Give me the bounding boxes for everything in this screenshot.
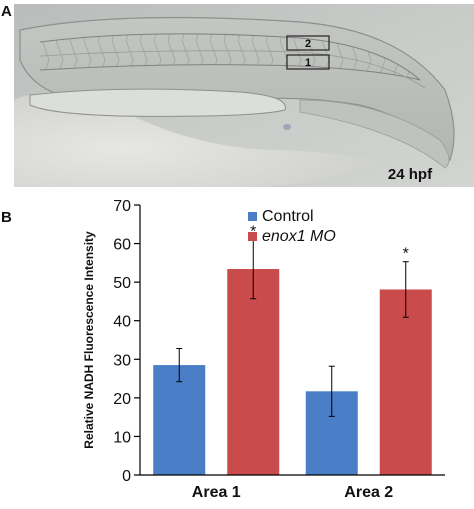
area-1-box-label: 1 bbox=[305, 57, 311, 69]
area-2-box-label: 2 bbox=[305, 38, 311, 50]
yolk-extension bbox=[29, 88, 286, 117]
significance-marker: * bbox=[250, 223, 256, 240]
mid-line bbox=[39, 50, 426, 89]
somites bbox=[40, 33, 420, 80]
x-axis: Area 1 Area 2 bbox=[140, 474, 445, 501]
zebrafish-micrograph: 2 1 A 24 hpf bbox=[1, 3, 474, 187]
bar-chart: B Relative NADH Fluorescence Intensity 0… bbox=[1, 198, 445, 501]
area-1-box bbox=[286, 54, 330, 70]
legend-swatch bbox=[248, 212, 257, 221]
legend: Control enox1 MO bbox=[248, 208, 336, 245]
y-axis: 0 10 20 30 40 50 60 70 bbox=[113, 198, 141, 485]
area-2-box bbox=[286, 35, 330, 51]
tail-fin bbox=[299, 99, 450, 169]
bar bbox=[379, 289, 432, 475]
legend-label: enox1 MO bbox=[262, 228, 336, 245]
spot bbox=[283, 124, 291, 130]
y-tick-label: 20 bbox=[113, 391, 131, 408]
notochord-line bbox=[39, 64, 421, 81]
bar bbox=[227, 269, 280, 475]
y-tick-label: 60 bbox=[113, 237, 131, 254]
bars: ** bbox=[153, 223, 432, 475]
panel-b: B Relative NADH Fluorescence Intensity 0… bbox=[0, 190, 474, 504]
dorsal-line bbox=[39, 33, 421, 81]
panel-b-label: B bbox=[1, 209, 12, 226]
bar bbox=[153, 365, 206, 475]
legend-swatch bbox=[248, 232, 257, 241]
y-tick-label: 10 bbox=[113, 429, 131, 446]
y-tick-label: 0 bbox=[122, 468, 131, 485]
y-tick-label: 50 bbox=[113, 275, 131, 292]
panel-a-label: A bbox=[1, 3, 12, 20]
legend-label: Control bbox=[262, 208, 314, 225]
x-tick-label: Area 2 bbox=[344, 484, 393, 501]
y-tick-label: 40 bbox=[113, 314, 131, 331]
significance-marker: * bbox=[403, 246, 409, 263]
y-axis-label: Relative NADH Fluorescence Intensity bbox=[82, 231, 96, 449]
y-tick-label: 70 bbox=[113, 198, 131, 215]
x-tick-label: Area 1 bbox=[192, 484, 241, 501]
y-tick-label: 30 bbox=[113, 352, 131, 369]
timepoint-label: 24 hpf bbox=[388, 166, 433, 183]
panel-a: 2 1 A 24 hpf bbox=[0, 0, 474, 190]
